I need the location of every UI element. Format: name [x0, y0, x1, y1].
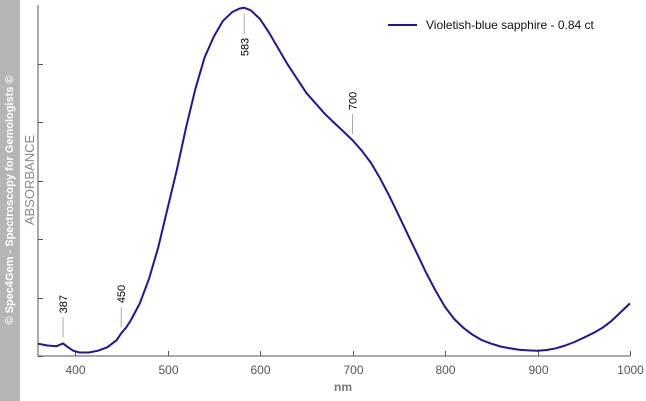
- x-tick-label: 1000: [617, 363, 644, 377]
- series-line: [37, 6, 631, 354]
- annotations: 387 450 583 700: [58, 13, 360, 338]
- legend: Violetish-blue sapphire - 0.84 ct: [388, 18, 595, 32]
- annotation-label: 583: [239, 38, 251, 56]
- x-tick-label: 400: [65, 363, 85, 377]
- legend-label: Violetish-blue sapphire - 0.84 ct: [426, 18, 595, 32]
- annotation-label: 387: [58, 295, 70, 313]
- series-group: [37, 6, 631, 354]
- annotation-label: 700: [348, 92, 360, 110]
- x-tick-label: 700: [343, 363, 363, 377]
- x-tick-label: 500: [158, 363, 178, 377]
- x-tick-label: 900: [528, 363, 548, 377]
- side-watermark-banner: © Spec4Gem - Spectroscopy for Gemologist…: [0, 0, 20, 401]
- y-axis-label: ABSORBANCE: [22, 135, 37, 226]
- x-tick-label: 600: [250, 363, 270, 377]
- x-axis-label: nm: [334, 380, 352, 394]
- annotation-label: 450: [116, 285, 128, 303]
- axes: 400 500 600 700 800 900 1000: [37, 5, 644, 377]
- x-tick-label: 800: [435, 363, 455, 377]
